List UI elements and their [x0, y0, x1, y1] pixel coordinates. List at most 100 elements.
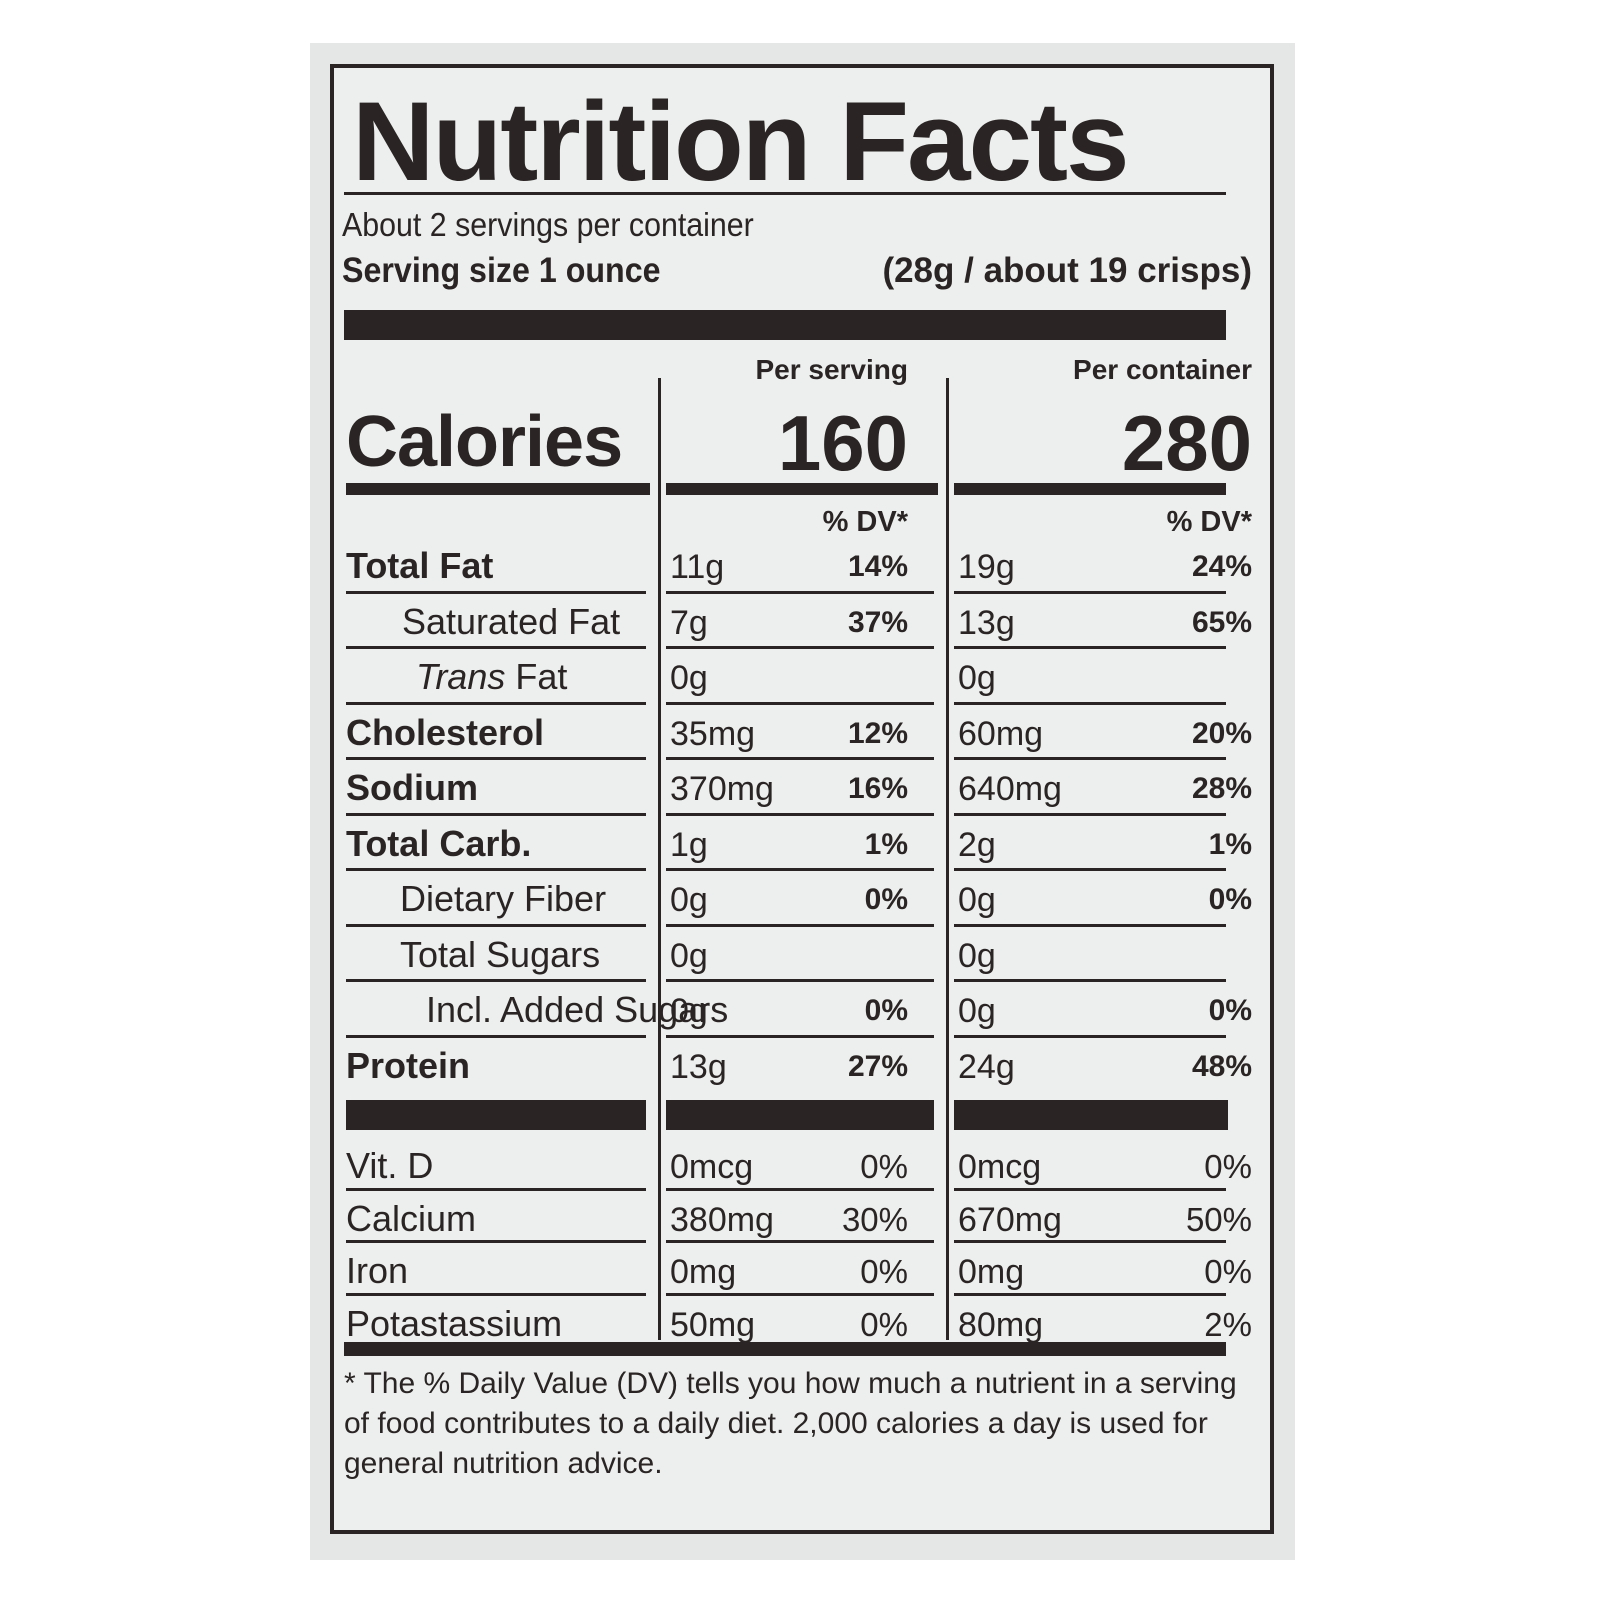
- nutrient-name: Potastassium: [346, 1302, 563, 1344]
- serving-amount: 50mg: [670, 1305, 756, 1344]
- row-divider: [666, 1240, 934, 1243]
- container-amount: 670mg: [958, 1200, 1062, 1239]
- table-row: Total Fat 11g 14% 19g 24%: [334, 538, 1270, 594]
- serving-size-value: (28g / about 19 crisps): [882, 251, 1252, 290]
- per-container-header: Per container: [1073, 354, 1252, 385]
- serving-dv: 14%: [847, 550, 908, 583]
- table-row: Total Sugars 0g 0g: [334, 927, 1270, 982]
- table-row: Saturated Fat 7g 37% 13g 65%: [334, 594, 1270, 649]
- container-amount: 13g: [958, 603, 1015, 642]
- row-divider: [666, 812, 934, 816]
- container-amount: 24g: [958, 1047, 1015, 1086]
- row-divider: [346, 1034, 646, 1038]
- container-amount: 0g: [958, 992, 996, 1030]
- row-divider: [954, 923, 1226, 927]
- container-amount: 0g: [958, 936, 996, 975]
- container-amount: 0mg: [958, 1253, 1025, 1291]
- table-row: Potastassium 50mg 0% 80mg 2%: [334, 1296, 1270, 1350]
- calories-rule-3: [954, 483, 1226, 495]
- servings-per-container: About 2 servings per container: [342, 206, 754, 243]
- container-amount: 0mcg: [958, 1148, 1042, 1186]
- calories-per-container: 280: [1121, 399, 1252, 487]
- table-row: Trans Fat 0g 0g: [334, 649, 1270, 705]
- serving-dv: 30%: [841, 1200, 908, 1238]
- serving-amount: 7g: [670, 603, 708, 642]
- container-dv: 0%: [1208, 994, 1252, 1027]
- serving-amount: 380mg: [670, 1200, 774, 1239]
- row-divider: [346, 1240, 646, 1243]
- container-dv: 0%: [1204, 1253, 1252, 1290]
- table-row: Incl. Added Sugars 0g 0% 0g 0%: [334, 982, 1270, 1038]
- nutrient-name: Sodium: [346, 767, 478, 808]
- nutrient-name: Cholesterol: [346, 711, 545, 753]
- nutrient-name: Total Carb.: [346, 822, 532, 864]
- row-divider: [666, 979, 934, 982]
- serving-amount: 0g: [670, 659, 708, 697]
- table-row: Iron 0mg 0% 0mg 0%: [334, 1243, 1270, 1297]
- fat-word: Fat: [505, 656, 568, 697]
- row-divider: [666, 1292, 934, 1296]
- table-row: Sodium 370mg 16% 640mg 28%: [334, 760, 1270, 816]
- container-dv: 1%: [1208, 827, 1252, 861]
- serving-dv: 0%: [860, 1305, 908, 1343]
- container-dv: 0%: [1204, 1148, 1252, 1185]
- table-row: Protein 13g 27% 24g 48%: [334, 1038, 1270, 1092]
- container-dv: 28%: [1191, 772, 1252, 805]
- row-divider: [346, 979, 646, 982]
- row-divider: [666, 646, 934, 649]
- row-divider: [346, 1187, 646, 1191]
- row-divider: [954, 1240, 1226, 1243]
- serving-dv: 16%: [847, 772, 908, 805]
- serving-amount: 0g: [670, 936, 708, 975]
- nutrient-name: Dietary Fiber: [400, 878, 607, 919]
- serving-amount: 13g: [670, 1047, 727, 1086]
- container-dv: 50%: [1185, 1200, 1252, 1238]
- nutrient-name: Vit. D: [346, 1145, 434, 1186]
- column-divider-1: [658, 378, 661, 1340]
- row-divider: [954, 757, 1226, 760]
- row-divider: [954, 979, 1226, 982]
- container-dv: 0%: [1208, 883, 1252, 916]
- row-divider: [346, 646, 646, 649]
- container-dv: 20%: [1191, 716, 1252, 750]
- row-divider: [346, 923, 646, 927]
- row-divider: [346, 868, 646, 871]
- dv-header-container: % DV*: [1166, 506, 1252, 538]
- serving-amount: 1g: [670, 825, 708, 864]
- table-row: Vit. D 0mcg 0% 0mcg 0%: [334, 1138, 1270, 1192]
- row-divider: [346, 812, 646, 816]
- serving-amount: 0mg: [670, 1253, 737, 1291]
- container-dv: 65%: [1191, 605, 1252, 639]
- row-divider: [666, 590, 934, 594]
- trans-word: Trans: [416, 656, 506, 697]
- container-amount: 0g: [958, 659, 996, 697]
- row-divider: [954, 701, 1226, 705]
- column-divider-2: [946, 378, 949, 1340]
- nutrient-name: Calcium: [346, 1197, 477, 1239]
- serving-amount: 370mg: [670, 770, 774, 808]
- row-divider: [954, 812, 1226, 816]
- row-divider: [666, 923, 934, 927]
- container-dv: 2%: [1204, 1305, 1252, 1343]
- row-divider: [346, 1292, 646, 1296]
- container-amount: 0g: [958, 881, 996, 919]
- row-divider: [954, 1034, 1226, 1038]
- row-divider: [666, 1034, 934, 1038]
- container-amount: 2g: [958, 825, 996, 864]
- nutrient-name: Iron: [346, 1250, 409, 1291]
- container-amount: 19g: [958, 548, 1015, 586]
- row-divider: [954, 1187, 1226, 1191]
- container-amount: 640mg: [958, 770, 1062, 808]
- container-amount: 80mg: [958, 1305, 1044, 1344]
- row-divider: [346, 701, 646, 705]
- per-serving-header: Per serving: [755, 354, 908, 385]
- serving-dv: 0%: [864, 994, 908, 1027]
- row-divider: [346, 757, 646, 760]
- calories-label: Calories: [346, 402, 623, 482]
- calories-rule-1: [346, 483, 650, 495]
- nutrient-name: Saturated Fat: [402, 600, 621, 642]
- nutrition-facts-panel: Nutrition Facts About 2 servings per con…: [330, 64, 1274, 1534]
- serving-size-label: Serving size 1 ounce: [342, 251, 661, 290]
- thick-rule-vitamins-1: [346, 1100, 646, 1130]
- nutrient-name: Total Sugars: [400, 933, 601, 975]
